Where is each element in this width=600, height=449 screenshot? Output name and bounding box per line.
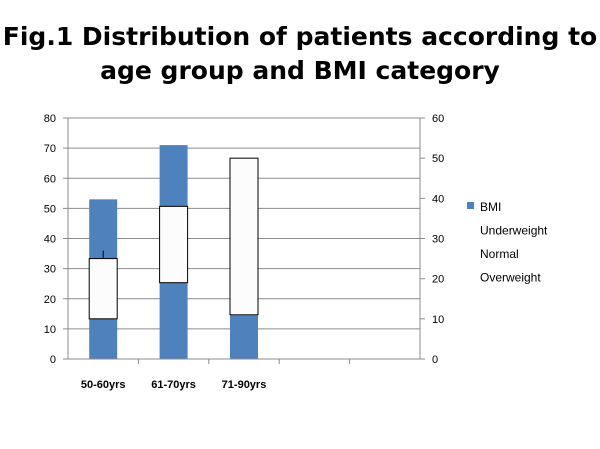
legend-swatch-bmi [467, 202, 474, 209]
right-tick-label: 60 [432, 113, 444, 125]
category-label: 61-70yrs [151, 379, 196, 391]
left-axis-ticks: 0 10 20 30 40 50 60 70 80 [44, 113, 68, 366]
right-tick-label: 30 [432, 234, 444, 246]
category-label: 50-60yrs [81, 379, 126, 391]
left-tick-label: 10 [44, 324, 56, 336]
box-61-70yrs [159, 205, 189, 284]
left-tick-label: 50 [44, 203, 56, 215]
left-tick-label: 30 [44, 264, 56, 276]
left-tick-label: 80 [44, 113, 56, 125]
bar-71-90yrs [230, 315, 258, 359]
category-labels: 50-60yrs 61-70yrs 71-90yrs [81, 379, 266, 391]
chart-title-line-2: age group and BMI category [100, 56, 500, 85]
box-71-90yrs [229, 157, 259, 316]
chart-title: Fig.1 Distribution of patients according… [0, 20, 600, 88]
right-tick-label: 40 [432, 193, 444, 205]
right-tick-label: 50 [432, 153, 444, 165]
right-tick-label: 10 [432, 314, 444, 326]
legend-entry: Overweight [480, 271, 541, 285]
left-tick-label: 70 [44, 143, 56, 155]
boxes [88, 157, 259, 320]
left-tick-label: 0 [50, 354, 56, 366]
right-axis-ticks: 0 10 20 30 40 50 60 [420, 113, 444, 366]
right-tick-label: 20 [432, 274, 444, 286]
legend-entry: BMI [480, 200, 501, 214]
legend-entry: Normal [480, 247, 519, 261]
left-tick-label: 40 [44, 234, 56, 246]
left-tick-label: 60 [44, 173, 56, 185]
legend-entry: Underweight [480, 224, 548, 238]
chart-title-line-1: Fig.1 Distribution of patients according… [2, 22, 598, 51]
legend: BMI Underweight Normal Overweight [467, 200, 548, 285]
left-tick-label: 20 [44, 294, 56, 306]
right-tick-label: 0 [432, 354, 438, 366]
category-label: 71-90yrs [222, 379, 267, 391]
box-50-60yrs [88, 258, 118, 320]
